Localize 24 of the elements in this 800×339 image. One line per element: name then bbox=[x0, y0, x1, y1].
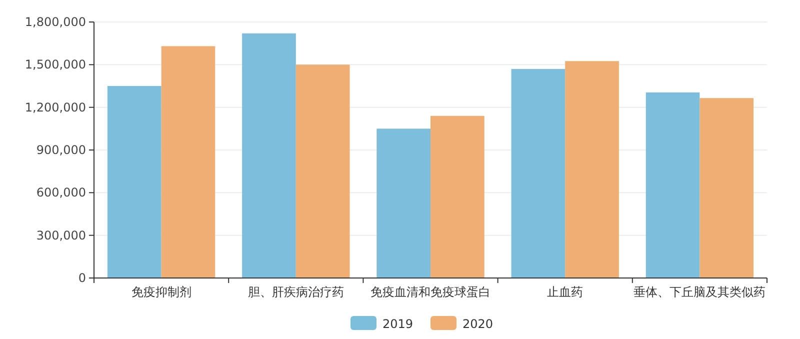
y-tick-label: 1,500,000 bbox=[24, 58, 86, 72]
x-tick-label: 垂体、下丘脑及其类似药 bbox=[634, 285, 766, 299]
bar bbox=[565, 61, 619, 278]
bar bbox=[700, 98, 754, 278]
y-tick-label: 1,800,000 bbox=[24, 15, 86, 29]
y-tick-label: 900,000 bbox=[36, 143, 86, 157]
x-tick-label: 免疫血清和免疫球蛋白 bbox=[370, 285, 490, 299]
x-tick-label: 止血药 bbox=[547, 285, 584, 299]
x-tick-label: 胆、肝疾病治疗药 bbox=[248, 285, 344, 299]
y-tick-label: 1,200,000 bbox=[24, 100, 86, 114]
bar bbox=[242, 33, 296, 278]
bar bbox=[646, 92, 700, 278]
bar bbox=[430, 116, 484, 278]
x-tick-label: 免疫抑制剂 bbox=[131, 285, 192, 299]
bar bbox=[376, 128, 430, 278]
y-tick-label: 600,000 bbox=[36, 186, 86, 200]
legend-label: 2019 bbox=[382, 317, 414, 331]
legend-label: 2020 bbox=[462, 317, 494, 331]
bar bbox=[161, 46, 216, 278]
bar bbox=[107, 86, 162, 278]
y-tick-label: 300,000 bbox=[36, 228, 86, 242]
bar bbox=[511, 68, 566, 278]
bar bbox=[296, 64, 350, 278]
y-tick-label: 0 bbox=[78, 271, 86, 285]
